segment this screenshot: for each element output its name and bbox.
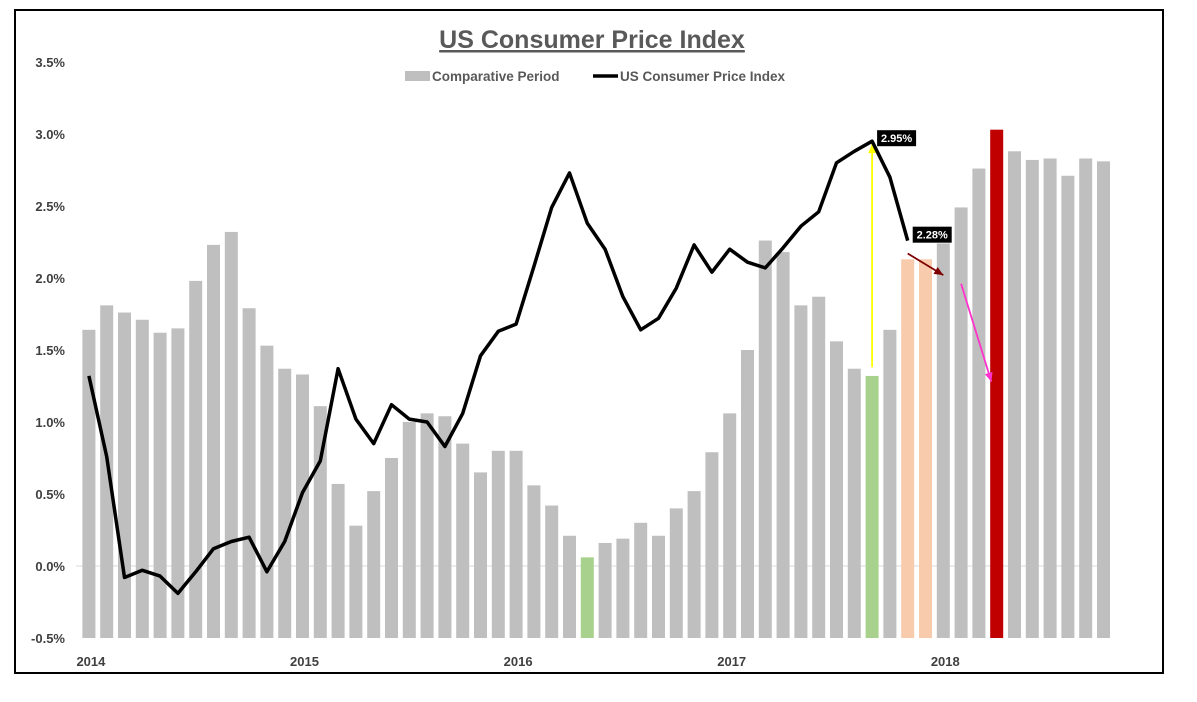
bar-comparative-period <box>669 508 683 638</box>
legend-label-comparative-period: Comparative Period <box>432 69 560 84</box>
trend-arrow <box>960 283 993 382</box>
bar-comparative-period <box>990 129 1004 638</box>
bar-comparative-period <box>349 525 363 638</box>
bar-comparative-period <box>830 341 843 638</box>
x-tick-label: 2014 <box>76 654 106 669</box>
value-callout-box <box>877 130 917 147</box>
bar-comparative-period <box>153 332 167 638</box>
bar-comparative-period <box>652 535 665 638</box>
bar-comparative-period <box>224 231 238 639</box>
bar-comparative-period <box>100 305 114 638</box>
bar-comparative-period <box>189 280 203 638</box>
bar-comparative-period <box>580 557 594 638</box>
comparative-period-bars <box>82 129 1110 639</box>
value-callout: 2.95% <box>877 130 917 147</box>
y-tick-label: 2.0% <box>35 271 65 286</box>
bar-comparative-period <box>758 240 772 638</box>
bar-comparative-period <box>794 305 808 638</box>
bar-comparative-period <box>1025 159 1039 639</box>
bar-comparative-period <box>1061 175 1075 638</box>
bar-comparative-period <box>242 308 256 638</box>
chart-legend: Comparative Period US Consumer Price Ind… <box>405 69 786 84</box>
bar-comparative-period <box>812 296 826 638</box>
bar-comparative-period <box>865 375 879 638</box>
trend-arrow-head <box>933 267 944 276</box>
bar-comparative-period <box>936 243 950 638</box>
value-callouts: 2.95% 2.28% <box>877 130 952 243</box>
bar-comparative-period <box>438 416 452 638</box>
y-tick-label: 3.0% <box>35 127 65 142</box>
x-axis-ticks: 2014 2015 2016 2017 2018 <box>76 654 959 669</box>
bar-comparative-period <box>919 259 932 638</box>
bar-comparative-period <box>563 535 576 638</box>
value-callout: 2.28% <box>912 226 952 243</box>
bar-comparative-period <box>901 259 915 638</box>
bar-comparative-period <box>545 505 559 638</box>
bar-comparative-period <box>385 458 398 638</box>
y-tick-label: 1.5% <box>35 343 65 358</box>
bar-comparative-period <box>634 522 648 638</box>
y-tick-label: 0.0% <box>35 559 65 574</box>
bar-comparative-period <box>207 244 220 638</box>
bar-comparative-period <box>616 538 630 638</box>
legend-swatch-comparative-period <box>405 71 430 81</box>
y-tick-label: 1.0% <box>35 415 65 430</box>
x-tick-label: 2018 <box>931 654 960 669</box>
trend-arrow-head <box>984 371 993 382</box>
cpi-line <box>87 139 910 596</box>
value-callout-text: 2.95% <box>881 133 912 145</box>
x-tick-label: 2017 <box>717 654 746 669</box>
trend-arrow <box>868 144 877 368</box>
bar-comparative-period <box>278 368 292 638</box>
bar-comparative-period <box>171 328 185 638</box>
legend-label-cpi: US Consumer Price Index <box>620 69 786 84</box>
chart-title: US Consumer Price Index <box>439 26 745 54</box>
bar-comparative-period <box>598 542 612 638</box>
bar-comparative-period <box>1097 161 1110 639</box>
cpi-chart: US Consumer Price Index Comparative Peri… <box>31 26 1110 669</box>
bar-comparative-period <box>847 368 861 638</box>
x-tick-label: 2016 <box>504 654 533 669</box>
value-callout-text: 2.28% <box>917 230 948 242</box>
y-tick-label: 3.5% <box>35 55 65 70</box>
value-callout-box <box>912 226 952 243</box>
trend-arrows <box>868 144 993 382</box>
chart-frame: US Consumer Price Index Comparative Peri… <box>14 9 1164 674</box>
bar-comparative-period <box>491 450 505 638</box>
bar-comparative-period <box>972 168 986 638</box>
trend-arrow <box>907 252 944 276</box>
bar-comparative-period <box>776 252 790 638</box>
bar-comparative-period <box>331 483 345 638</box>
bar-comparative-period <box>474 472 487 638</box>
y-tick-label: -0.5% <box>31 631 65 646</box>
y-tick-label: 0.5% <box>35 487 65 502</box>
x-tick-label: 2015 <box>290 654 319 669</box>
bar-comparative-period <box>296 374 309 638</box>
y-axis-ticks: 3.5% 3.0% 2.5% 2.0% 1.5% 1.0% 0.5% 0.0% -0.5% <box>31 55 65 646</box>
bar-comparative-period <box>883 329 897 638</box>
bar-comparative-period <box>420 413 434 638</box>
bar-comparative-period <box>402 422 416 638</box>
bar-comparative-period <box>82 329 96 638</box>
trend-arrow-head <box>868 144 877 154</box>
trend-arrow-shaft <box>960 283 993 382</box>
bar-comparative-period <box>1079 158 1093 639</box>
bar-comparative-period <box>1008 151 1021 638</box>
bar-comparative-period <box>456 443 470 638</box>
bar-comparative-period <box>367 491 381 638</box>
bar-comparative-period <box>509 450 523 638</box>
bar-comparative-period <box>1043 158 1057 639</box>
bar-comparative-period <box>741 350 754 638</box>
bar-comparative-period <box>954 207 968 638</box>
bar-comparative-period <box>135 319 149 638</box>
y-tick-label: 2.5% <box>35 199 65 214</box>
bar-comparative-period <box>705 452 719 638</box>
bar-comparative-period <box>723 413 737 638</box>
bar-comparative-period <box>260 345 274 638</box>
bar-comparative-period <box>687 491 701 638</box>
bar-comparative-period <box>118 312 131 638</box>
bar-comparative-period <box>527 485 541 638</box>
